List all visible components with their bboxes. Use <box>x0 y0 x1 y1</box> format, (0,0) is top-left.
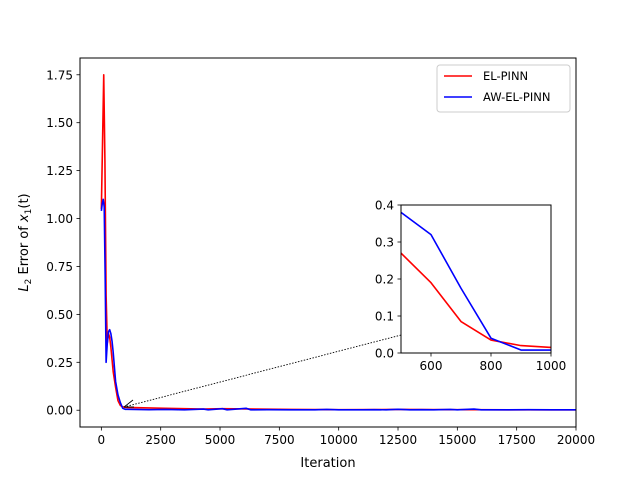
main-y-tick-label: 1.75 <box>46 68 73 82</box>
y-label-l: L <box>17 284 32 291</box>
inset-y-tick-label: 0.4 <box>375 199 394 213</box>
x-axis-label: Iteration <box>300 456 355 471</box>
legend-label-el-pinn: EL-PINN <box>483 69 528 83</box>
main-series-line-aw-el-pinn <box>100 198 576 411</box>
y-axis-label: L2 Error of x1(t) <box>17 193 34 291</box>
y-label-suffix: (t) <box>17 193 32 208</box>
zoom-connectors <box>123 334 402 408</box>
main-y-tick-label: 1.25 <box>46 164 73 178</box>
main-axes-frame <box>79 57 577 428</box>
inset-y-tick-label: 0.3 <box>375 236 394 250</box>
legend: EL-PINN AW-EL-PINN <box>436 64 571 113</box>
inset-y-tick-label: 0.2 <box>375 273 394 287</box>
main-x-tick-label: 0 <box>98 433 106 447</box>
main-y-tick-label: 1.00 <box>46 212 73 226</box>
main-x-tick-label: 12500 <box>379 433 417 447</box>
inset-y-tick-label: 0.1 <box>375 310 394 324</box>
inset-y-tick-label: 0.0 <box>375 347 394 361</box>
inset-series-group <box>401 211 551 351</box>
main-x-tick-label: 17500 <box>498 433 536 447</box>
main-x-tick-label: 20000 <box>557 433 595 447</box>
main-x-tick-label: 10000 <box>320 433 358 447</box>
main-x-tick-label: 7500 <box>264 433 295 447</box>
main-x-tick-label: 15000 <box>438 433 476 447</box>
main-y-tick-label: 0.00 <box>46 404 73 418</box>
inset-axes: 600 800 1000 0.0 0.1 0.2 0.3 0.4 <box>375 199 566 374</box>
legend-label-aw-el-pinn: AW-EL-PINN <box>483 90 550 104</box>
main-y-tick-label: 0.75 <box>46 260 73 274</box>
inset-x-tick-label: 600 <box>420 359 443 373</box>
inset-x-ticks: 600 800 1000 <box>420 353 567 373</box>
main-y-tick-label: 0.50 <box>46 308 73 322</box>
main-y-tick-label: 0.25 <box>46 356 73 370</box>
inset-series-line-el-pinn <box>401 252 551 349</box>
main-y-tick-label: 1.50 <box>46 116 73 130</box>
inset-series-line-aw-el-pinn <box>401 211 551 351</box>
inset-x-tick-label: 800 <box>480 359 503 373</box>
inset-plot-area <box>401 205 551 353</box>
inset-y-ticks: 0.0 0.1 0.2 0.3 0.4 <box>375 199 401 361</box>
zoom-connector-arrowhead <box>123 399 134 408</box>
y-label-x: x <box>17 214 32 223</box>
inset-x-tick-label: 1000 <box>536 359 567 373</box>
main-x-tick-label: 5000 <box>205 433 236 447</box>
main-x-ticks: 0 2500 5000 7500 10000 12500 15000 17500 20000 <box>98 427 595 447</box>
y-label-mid: Error of <box>17 222 32 279</box>
y-label-l-sub: 2 <box>24 279 34 285</box>
main-y-ticks: 0.00 0.25 0.50 0.75 1.00 1.25 1.50 1.75 <box>46 68 80 418</box>
main-x-tick-label: 2500 <box>145 433 176 447</box>
y-label-x-sub: 1 <box>24 209 34 215</box>
main-series-group <box>100 73 576 411</box>
